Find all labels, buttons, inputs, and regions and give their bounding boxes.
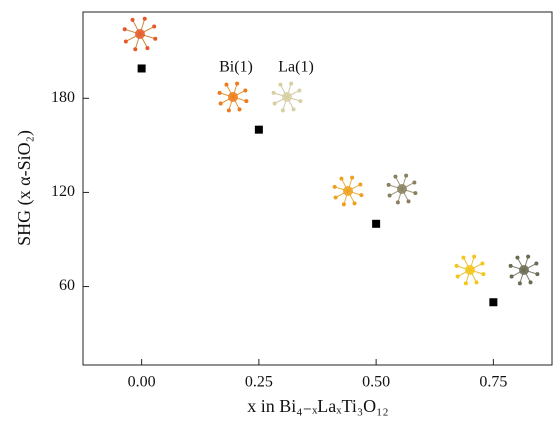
y-tick-label: 120 [51, 183, 75, 200]
x-tick-label: 0.00 [128, 374, 156, 391]
icon-atom [474, 280, 479, 285]
icon-center [465, 265, 475, 275]
icon-atom [122, 27, 127, 32]
icon-atom [224, 82, 229, 87]
icon-atom [235, 81, 240, 86]
icon-atom [463, 281, 468, 286]
icon-atom [272, 101, 277, 106]
x-tick-label: 0.75 [479, 374, 507, 391]
icon-center [228, 92, 238, 102]
icon-atom [291, 107, 296, 112]
point [254, 125, 263, 134]
icon-atom [142, 16, 147, 21]
icon-atom [333, 195, 338, 200]
icon-atom [145, 46, 150, 51]
icon-center [343, 186, 353, 196]
icon-atom [297, 88, 302, 93]
icon-atom [413, 191, 418, 196]
y-tick-label: 60 [59, 277, 75, 294]
y-tick-label: 180 [51, 89, 75, 106]
icon-atom [217, 90, 222, 95]
icon-atom [271, 90, 276, 95]
icon-atom [280, 108, 285, 113]
annotation: Bi(1) [219, 59, 253, 76]
icon-atom [404, 173, 409, 178]
icon-atom [133, 47, 138, 52]
icon-atom [454, 263, 459, 268]
y-axis-label: SHG (x α-SiO₂) [14, 130, 35, 246]
icon-atom [359, 193, 364, 198]
icon-atom [412, 180, 417, 185]
icon-atom [244, 99, 249, 104]
icon-atom [528, 280, 533, 285]
icon-atom [289, 81, 294, 86]
icon-atom [243, 88, 248, 93]
icon-atom [515, 255, 520, 260]
icon-atom [358, 182, 363, 187]
x-tick-label: 0.50 [362, 374, 390, 391]
icon-atom [237, 107, 242, 112]
x-axis-label: x in Bi₄₋ₓLaₓTi₃O₁₂ [247, 396, 388, 416]
icon-atom [153, 36, 158, 41]
icon-atom [226, 108, 231, 113]
icon-atom [123, 39, 128, 44]
icon-center [135, 29, 145, 39]
icon-atom [298, 99, 303, 104]
icon-atom [395, 200, 400, 205]
icon-atom [509, 274, 514, 279]
x-tick-label: 0.25 [245, 374, 273, 391]
icon-atom [218, 101, 223, 106]
plot-frame [82, 11, 553, 366]
icon-atom [387, 193, 392, 198]
icon-atom [352, 201, 357, 206]
icon-center [397, 184, 407, 194]
point [372, 219, 381, 228]
icon-atom [332, 184, 337, 189]
annotation: La(1) [278, 59, 314, 76]
icon-atom [481, 272, 486, 277]
icon-atom [517, 281, 522, 286]
icon-atom [278, 82, 283, 87]
icon-center [282, 92, 292, 102]
icon-atom [480, 261, 485, 266]
point [489, 298, 498, 307]
icon-atom [406, 199, 411, 204]
icon-atom [350, 175, 355, 180]
icon-atom [526, 254, 531, 259]
icon-atom [339, 176, 344, 181]
icon-atom [455, 274, 460, 279]
icon-atom [393, 174, 398, 179]
icon-atom [152, 24, 157, 29]
icon-atom [472, 254, 477, 259]
icon-atom [461, 255, 466, 260]
icon-center [519, 265, 529, 275]
icon-atom [534, 261, 539, 266]
structure-icons [122, 16, 540, 286]
icon-atom [508, 263, 513, 268]
point [137, 64, 146, 73]
icon-atom [341, 202, 346, 207]
icon-atom [130, 17, 135, 22]
icon-atom [535, 272, 540, 277]
icon-atom [386, 182, 391, 187]
